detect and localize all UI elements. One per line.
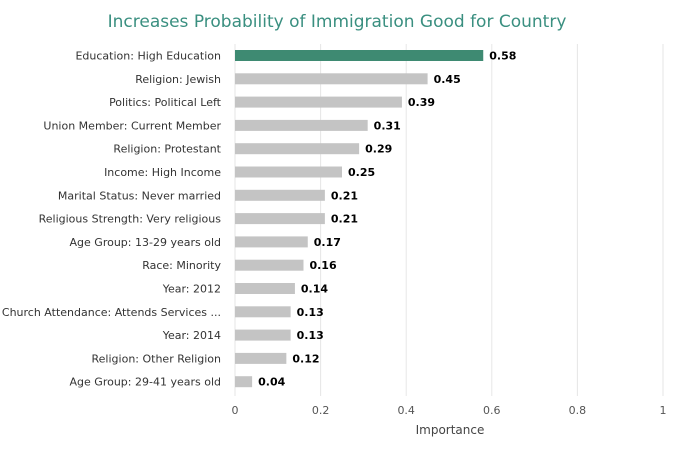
category-label: Religion: Protestant — [113, 143, 221, 156]
value-label: 0.16 — [309, 259, 336, 272]
bar — [235, 306, 291, 318]
category-labels: Education: High Education Religion: Jewis… — [2, 50, 222, 389]
value-label: 0.25 — [348, 166, 375, 179]
category-label: Religion: Other Religion — [92, 352, 221, 365]
x-tick-label: 0 — [232, 404, 239, 417]
bar — [235, 166, 342, 178]
bar — [235, 119, 368, 131]
x-tick-label: 0.2 — [312, 404, 330, 417]
value-label: 0.12 — [292, 352, 319, 365]
value-label: 0.58 — [489, 50, 516, 63]
category-label: Age Group: 13-29 years old — [70, 236, 221, 249]
x-tick-label: 0.4 — [397, 404, 415, 417]
x-tick-label: 1 — [660, 404, 667, 417]
category-label: Marital Status: Never married — [58, 189, 221, 202]
category-label: Politics: Political Left — [109, 96, 222, 109]
value-label: 0.04 — [258, 376, 285, 389]
category-label: Age Group: 29-41 years old — [70, 376, 221, 389]
value-label: 0.13 — [297, 306, 324, 319]
value-label: 0.29 — [365, 143, 392, 156]
bar — [235, 236, 308, 248]
value-label: 0.14 — [301, 283, 328, 296]
category-label: Education: High Education — [75, 50, 221, 63]
category-label: Union Member: Current Member — [43, 119, 221, 132]
x-axis-ticks: 0 0.2 0.4 0.6 0.8 1 — [232, 404, 667, 417]
x-tick-label: 0.6 — [483, 404, 501, 417]
bar — [235, 96, 402, 108]
value-label: 0.39 — [408, 96, 435, 109]
bar — [235, 213, 325, 225]
bar — [235, 73, 428, 85]
bar — [235, 283, 295, 294]
category-label: Year: 2012 — [162, 283, 221, 296]
value-label: 0.21 — [331, 189, 358, 202]
value-label: 0.45 — [434, 73, 461, 86]
category-label: Year: 2014 — [162, 329, 221, 342]
chart-title: Increases Probability of Immigration Goo… — [108, 12, 567, 32]
bar — [235, 376, 253, 388]
category-label: Race: Minority — [142, 259, 221, 272]
x-tick-label: 0.8 — [569, 404, 587, 417]
bar — [235, 352, 287, 364]
value-labels: 0.58 0.45 0.39 0.31 0.29 0.25 0.21 0.21 0.17 0.16… — [258, 50, 516, 389]
category-label: Income: High Income — [104, 166, 221, 179]
bar — [235, 259, 304, 271]
bar — [235, 50, 484, 61]
bar — [235, 189, 325, 201]
category-label: Religion: Jewish — [135, 73, 221, 86]
x-axis-title: Importance — [416, 423, 485, 437]
category-label: Church Attendance: Attends Services ... — [2, 306, 221, 319]
bar — [235, 329, 291, 341]
bar — [235, 143, 360, 155]
value-label: 0.21 — [331, 213, 358, 226]
value-label: 0.17 — [314, 236, 341, 249]
category-label: Religious Strength: Very religious — [39, 213, 222, 226]
bars — [235, 50, 484, 388]
value-label: 0.13 — [297, 329, 324, 342]
value-label: 0.31 — [374, 119, 401, 132]
